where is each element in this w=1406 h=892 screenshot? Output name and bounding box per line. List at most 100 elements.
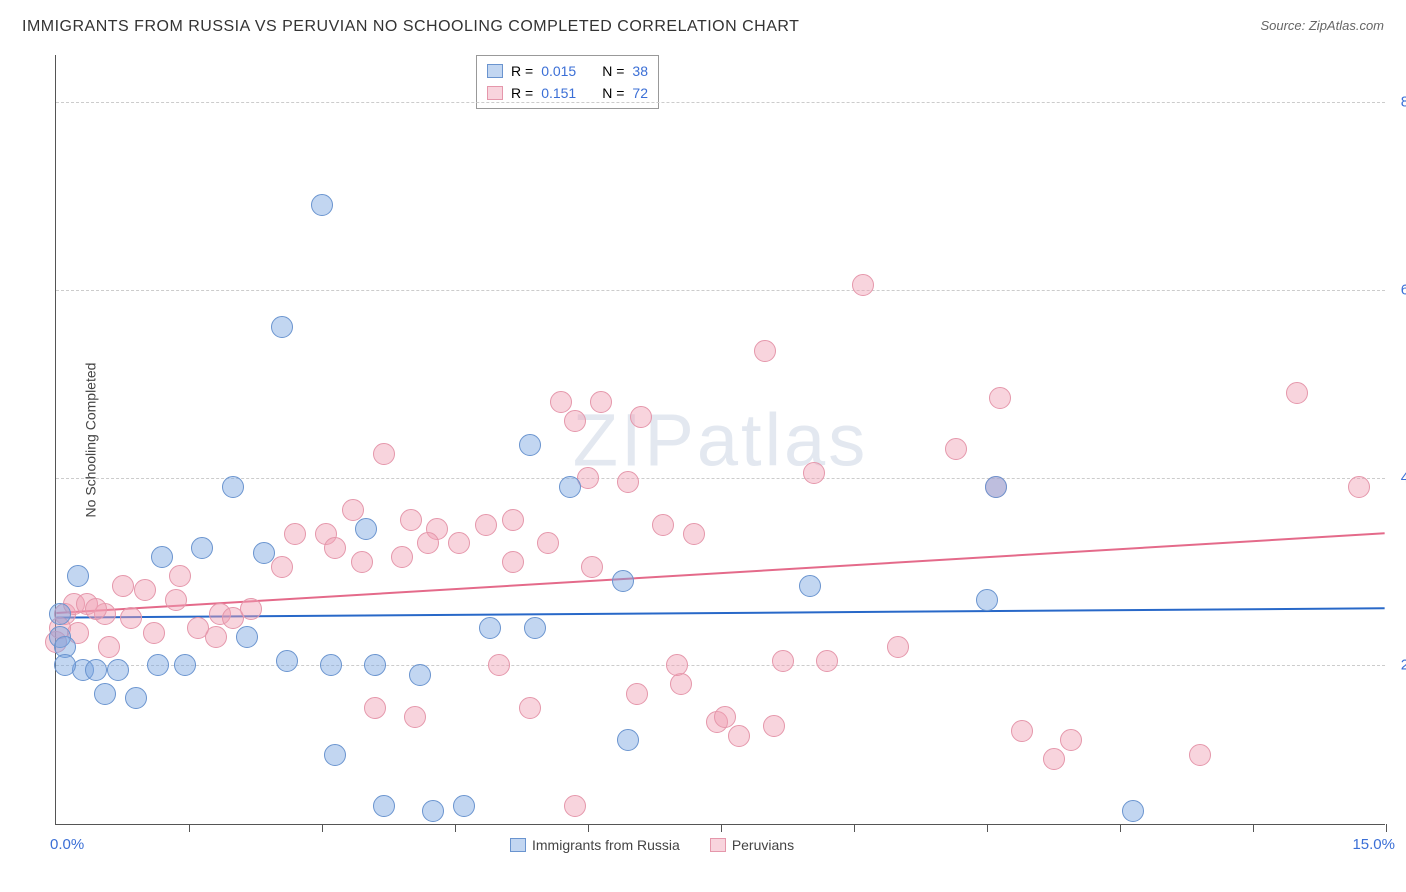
point-series1 — [151, 546, 173, 568]
point-series1 — [276, 650, 298, 672]
point-series2 — [85, 598, 107, 620]
point-series2 — [364, 697, 386, 719]
x-tick — [455, 824, 456, 832]
point-series1 — [54, 654, 76, 676]
point-series2 — [852, 274, 874, 296]
point-series2 — [98, 636, 120, 658]
point-series2 — [803, 462, 825, 484]
point-series2 — [448, 532, 470, 554]
x-tick — [854, 824, 855, 832]
point-series2 — [887, 636, 909, 658]
point-series2 — [772, 650, 794, 672]
chart-area: ZIPatlas R = 0.015 N = 38 R = 0.151 N = … — [55, 55, 1385, 825]
point-series2 — [240, 598, 262, 620]
point-series1 — [976, 589, 998, 611]
point-series2 — [373, 443, 395, 465]
point-series2 — [112, 575, 134, 597]
point-series2 — [404, 706, 426, 728]
legend-item-series1: Immigrants from Russia — [510, 837, 680, 853]
source-label: Source: ZipAtlas.com — [1260, 18, 1384, 33]
point-series1 — [364, 654, 386, 676]
x-max-label: 15.0% — [1352, 836, 1395, 853]
point-series2 — [519, 697, 541, 719]
point-series2 — [581, 556, 603, 578]
point-series2 — [488, 654, 510, 676]
point-series2 — [763, 715, 785, 737]
point-series1 — [271, 316, 293, 338]
point-series2 — [120, 607, 142, 629]
point-series2 — [324, 537, 346, 559]
point-series2 — [134, 579, 156, 601]
point-series2 — [391, 546, 413, 568]
point-series2 — [271, 556, 293, 578]
point-series1 — [147, 654, 169, 676]
point-series2 — [169, 565, 191, 587]
point-series2 — [475, 514, 497, 536]
point-series1 — [453, 795, 475, 817]
swatch-series1 — [487, 64, 503, 78]
r-value: 0.015 — [541, 60, 576, 82]
n-label: N = — [602, 82, 624, 104]
point-series2 — [502, 551, 524, 573]
point-series1 — [107, 659, 129, 681]
x-tick — [1386, 824, 1387, 832]
x-tick — [721, 824, 722, 832]
point-series1 — [253, 542, 275, 564]
point-series1 — [617, 729, 639, 751]
r-label: R = — [511, 82, 533, 104]
point-series1 — [311, 194, 333, 216]
point-series2 — [754, 340, 776, 362]
stat-row-series2: R = 0.151 N = 72 — [487, 82, 648, 104]
point-series2 — [537, 532, 559, 554]
x-tick — [1253, 824, 1254, 832]
stat-legend-box: R = 0.015 N = 38 R = 0.151 N = 72 — [476, 55, 659, 109]
point-series1 — [67, 565, 89, 587]
point-series2 — [630, 406, 652, 428]
point-series2 — [342, 499, 364, 521]
point-series2 — [590, 391, 612, 413]
point-series2 — [550, 391, 572, 413]
n-value: 72 — [632, 82, 648, 104]
point-series1 — [85, 659, 107, 681]
page-title: IMMIGRANTS FROM RUSSIA VS PERUVIAN NO SC… — [22, 18, 799, 36]
r-label: R = — [511, 60, 533, 82]
point-series1 — [559, 476, 581, 498]
gridline-h — [56, 665, 1385, 666]
point-series2 — [1043, 748, 1065, 770]
point-series2 — [989, 387, 1011, 409]
y-axis-label: No Schooling Completed — [82, 363, 98, 518]
legend-item-series2: Peruvians — [710, 837, 794, 853]
x-tick — [987, 824, 988, 832]
point-series1 — [324, 744, 346, 766]
swatch-series2 — [487, 86, 503, 100]
bottom-legend: Immigrants from Russia Peruvians — [510, 837, 794, 853]
point-series2 — [1060, 729, 1082, 751]
point-series2 — [1189, 744, 1211, 766]
point-series2 — [683, 523, 705, 545]
stat-row-series1: R = 0.015 N = 38 — [487, 60, 648, 82]
point-series2 — [1348, 476, 1370, 498]
point-series2 — [564, 410, 586, 432]
point-series1 — [94, 683, 116, 705]
point-series1 — [125, 687, 147, 709]
point-series1 — [519, 434, 541, 456]
point-series2 — [564, 795, 586, 817]
x-tick — [189, 824, 190, 832]
y-tick-label: 6.0% — [1401, 281, 1406, 298]
plot-region: ZIPatlas R = 0.015 N = 38 R = 0.151 N = … — [55, 55, 1385, 825]
point-series1 — [320, 654, 342, 676]
point-series2 — [670, 673, 692, 695]
point-series2 — [143, 622, 165, 644]
n-label: N = — [602, 60, 624, 82]
point-series1 — [355, 518, 377, 540]
point-series2 — [816, 650, 838, 672]
point-series2 — [728, 725, 750, 747]
point-series2 — [714, 706, 736, 728]
x-tick — [322, 824, 323, 832]
point-series1 — [174, 654, 196, 676]
point-series2 — [666, 654, 688, 676]
n-value: 38 — [632, 60, 648, 82]
x-tick — [1120, 824, 1121, 832]
point-series1 — [799, 575, 821, 597]
point-series2 — [1286, 382, 1308, 404]
